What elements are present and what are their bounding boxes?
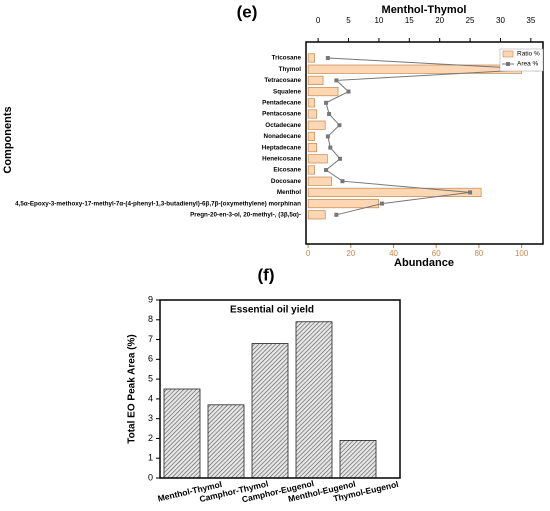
y-tick-label: 4,5α-Epoxy-3-methoxy-17-methyl-7α-(4-phe… — [15, 200, 301, 207]
marker — [337, 123, 342, 128]
y-tick-label: Thymol — [279, 66, 302, 73]
bar — [307, 98, 315, 108]
marker — [334, 78, 339, 83]
y-tick-label: 7 — [148, 334, 153, 344]
y-tick-label: Docosane — [271, 178, 302, 185]
y-tick-label: 2 — [148, 433, 153, 443]
x-tick-label: 40 — [389, 249, 398, 258]
panel-label: (e) — [237, 2, 258, 21]
y-tick-label: 3 — [148, 413, 153, 423]
y-tick-label: 9 — [148, 294, 153, 304]
bar — [307, 109, 318, 119]
marker — [324, 100, 329, 105]
marker — [338, 156, 343, 161]
y-tick-label: 1 — [148, 453, 153, 463]
x2-tick-label: 35 — [526, 16, 535, 25]
plot-frame — [159, 299, 401, 479]
y-tick-label: 0 — [148, 472, 153, 482]
y-tick-label: 4 — [148, 393, 153, 403]
marker — [325, 56, 330, 60]
marker — [324, 168, 329, 172]
bar — [307, 53, 315, 63]
bar — [163, 388, 201, 479]
legend-label: Area % — [517, 61, 539, 68]
x2-tick-label: 20 — [435, 16, 444, 25]
x-tick-label: 100 — [515, 249, 529, 258]
x2-tick-label: 5 — [346, 16, 351, 25]
bar — [307, 131, 315, 141]
bar — [295, 321, 333, 479]
bar — [307, 143, 318, 153]
bar — [251, 343, 289, 479]
bar — [307, 210, 326, 220]
legend-swatch — [502, 50, 514, 58]
bar — [307, 176, 332, 186]
marker — [327, 112, 332, 116]
y-tick-label: Menthol — [277, 189, 301, 196]
y-axis-title: Total EO Peak Area (%) — [127, 334, 138, 443]
chart-title: Essential oil yield — [230, 305, 314, 316]
x-axis-title: Abundance — [394, 257, 454, 269]
x-tick-label: 80 — [474, 249, 483, 258]
bar — [307, 154, 328, 164]
y-tick-label: Squalene — [273, 88, 301, 95]
x2-axis-title: Menthol-Thymol — [382, 4, 467, 16]
marker — [346, 89, 351, 94]
bar — [339, 440, 377, 479]
bar — [307, 187, 482, 197]
bar — [207, 404, 245, 479]
x2-tick-label: 10 — [374, 16, 383, 25]
x2-tick-label: 15 — [405, 16, 414, 25]
marker — [379, 201, 384, 206]
x2-tick-label: 0 — [316, 16, 321, 25]
x-tick-label: 0 — [306, 249, 311, 258]
bar — [307, 199, 379, 209]
y-tick-label: Tetracosane — [264, 77, 301, 84]
bar — [307, 120, 326, 130]
y-tick-label: Nonadecane — [264, 133, 302, 140]
x2-tick-label: 25 — [466, 16, 475, 25]
x-tick-label: 60 — [432, 249, 441, 258]
y-tick-label: Pentacosane — [262, 111, 301, 118]
marker — [325, 134, 330, 139]
legend-label: Ratio % — [517, 51, 540, 58]
y-tick-label: Eicosane — [273, 167, 301, 174]
y-tick-label: Heptadecane — [262, 144, 302, 151]
y-tick-label: Pentadecane — [262, 99, 301, 106]
marker — [340, 179, 345, 184]
bar — [307, 165, 315, 175]
y-tick-label: 6 — [148, 354, 153, 364]
y-tick-label: Octadecane — [265, 122, 301, 129]
y-tick-label: Tricosane — [272, 55, 302, 62]
marker — [468, 190, 473, 195]
y-tick-label: 5 — [148, 373, 153, 383]
y-axis-title: Components — [2, 106, 14, 173]
y-tick-label: Heneicosane — [262, 155, 301, 162]
bar — [307, 87, 339, 97]
bar — [307, 75, 324, 85]
x-tick-label: 20 — [346, 249, 355, 258]
marker — [334, 212, 339, 217]
plot-frame — [305, 41, 544, 245]
y-tick-label: Pregn-20-en-3-ol, 20-methyl-, (3β,5α)- — [190, 211, 301, 218]
panel-label: (f) — [258, 265, 275, 284]
y-tick-label: 8 — [148, 314, 153, 324]
marker — [328, 145, 333, 150]
legend-swatch — [506, 62, 510, 66]
x2-tick-label: 30 — [496, 16, 505, 25]
